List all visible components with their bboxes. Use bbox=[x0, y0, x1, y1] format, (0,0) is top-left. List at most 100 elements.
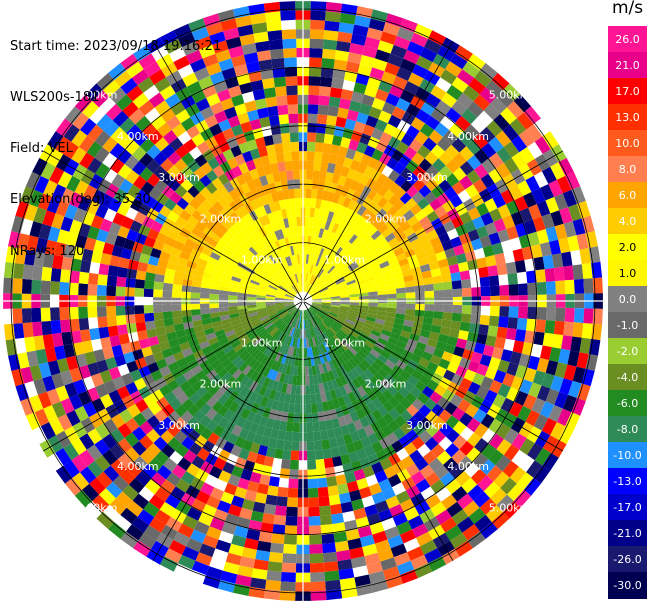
velocity-cell bbox=[206, 420, 218, 433]
velocity-cell bbox=[159, 340, 171, 352]
velocity-cell bbox=[41, 266, 52, 282]
velocity-cell bbox=[281, 132, 291, 143]
velocity-cell bbox=[340, 302, 350, 305]
velocity-cell bbox=[289, 469, 299, 480]
velocity-cell bbox=[329, 87, 343, 99]
velocity-cell bbox=[267, 288, 277, 293]
velocity-cell bbox=[371, 181, 383, 193]
velocity-cell bbox=[392, 322, 404, 331]
velocity-cell bbox=[418, 357, 430, 369]
velocity-cell bbox=[377, 306, 388, 312]
velocity-cell bbox=[227, 504, 242, 517]
velocity-cell bbox=[321, 294, 331, 298]
velocity-cell bbox=[327, 328, 336, 337]
velocity-cell bbox=[218, 294, 229, 299]
velocity-cell bbox=[355, 319, 365, 327]
velocity-cell bbox=[340, 186, 350, 198]
velocity-cell bbox=[585, 354, 598, 371]
velocity-cell bbox=[200, 282, 211, 289]
velocity-cell bbox=[388, 169, 400, 182]
velocity-cell bbox=[320, 290, 330, 295]
velocity-cell bbox=[123, 238, 136, 251]
velocity-cell bbox=[306, 450, 316, 461]
velocity-cell bbox=[410, 117, 426, 131]
velocity-cell bbox=[311, 337, 317, 347]
velocity-cell bbox=[294, 188, 301, 199]
velocity-cell bbox=[333, 531, 348, 543]
velocity-cell bbox=[33, 207, 47, 224]
velocity-cell bbox=[304, 310, 307, 320]
velocity-cell bbox=[120, 531, 139, 549]
velocity-cell bbox=[99, 369, 113, 384]
velocity-cell bbox=[436, 396, 450, 410]
velocity-cell bbox=[430, 501, 447, 517]
velocity-cell bbox=[164, 324, 176, 334]
velocity-cell bbox=[308, 85, 320, 96]
velocity-cell bbox=[532, 216, 546, 232]
velocity-cell bbox=[422, 137, 437, 152]
velocity-cell bbox=[546, 307, 556, 321]
velocity-cell bbox=[159, 225, 172, 237]
velocity-cell bbox=[410, 327, 422, 336]
velocity-cell bbox=[288, 265, 294, 275]
velocity-cell bbox=[102, 242, 115, 255]
velocity-cell bbox=[320, 372, 327, 383]
velocity-cell bbox=[202, 226, 214, 238]
velocity-cell bbox=[300, 272, 303, 283]
velocity-cell bbox=[319, 354, 325, 364]
velocity-cell bbox=[109, 498, 127, 515]
velocity-cell bbox=[353, 272, 364, 280]
velocity-cell bbox=[410, 554, 429, 570]
velocity-cell bbox=[69, 219, 83, 235]
velocity-cell bbox=[225, 264, 236, 273]
velocity-cell bbox=[270, 124, 281, 136]
velocity-cell bbox=[362, 45, 378, 59]
velocity-cell bbox=[216, 333, 227, 342]
velocity-cell bbox=[171, 386, 184, 398]
velocity-cell bbox=[265, 417, 275, 429]
velocity-cell bbox=[324, 240, 332, 251]
velocity-cell bbox=[305, 310, 309, 320]
velocity-cell bbox=[148, 186, 162, 201]
velocity-cell bbox=[385, 279, 396, 286]
velocity-cell bbox=[403, 507, 420, 521]
velocity-cell bbox=[306, 283, 311, 293]
velocity-cell bbox=[290, 384, 297, 395]
velocity-cell bbox=[380, 212, 392, 224]
velocity-cell bbox=[432, 243, 445, 255]
velocity-cell bbox=[84, 351, 97, 365]
velocity-cell bbox=[219, 208, 230, 220]
velocity-cell bbox=[381, 487, 396, 501]
velocity-cell bbox=[248, 311, 259, 317]
velocity-cell bbox=[531, 397, 546, 414]
velocity-cell bbox=[191, 380, 204, 393]
velocity-cell bbox=[224, 482, 238, 496]
velocity-cell bbox=[287, 290, 296, 297]
velocity-cell bbox=[380, 378, 392, 390]
velocity-cell bbox=[548, 405, 563, 423]
velocity-cell bbox=[382, 189, 395, 202]
velocity-cell bbox=[329, 254, 338, 264]
velocity-cell bbox=[486, 120, 503, 137]
velocity-cell bbox=[236, 219, 246, 230]
velocity-cell bbox=[137, 76, 155, 93]
velocity-cell bbox=[317, 334, 324, 345]
velocity-cell bbox=[576, 352, 589, 369]
velocity-cell bbox=[133, 175, 147, 190]
velocity-cell bbox=[284, 345, 290, 355]
velocity-cell bbox=[455, 253, 468, 264]
velocity-cell bbox=[181, 546, 199, 561]
velocity-cell bbox=[72, 472, 90, 490]
velocity-cell bbox=[188, 442, 203, 456]
velocity-cell bbox=[192, 274, 203, 283]
velocity-cell bbox=[325, 263, 334, 273]
velocity-cell bbox=[126, 268, 138, 279]
velocity-cell bbox=[394, 276, 405, 284]
velocity-cell bbox=[298, 328, 301, 339]
velocity-cell bbox=[349, 330, 359, 339]
velocity-cell bbox=[265, 298, 275, 301]
velocity-cell bbox=[368, 306, 378, 311]
velocity-cell bbox=[199, 415, 212, 428]
velocity-cell bbox=[284, 303, 294, 307]
velocity-cell bbox=[331, 233, 339, 244]
